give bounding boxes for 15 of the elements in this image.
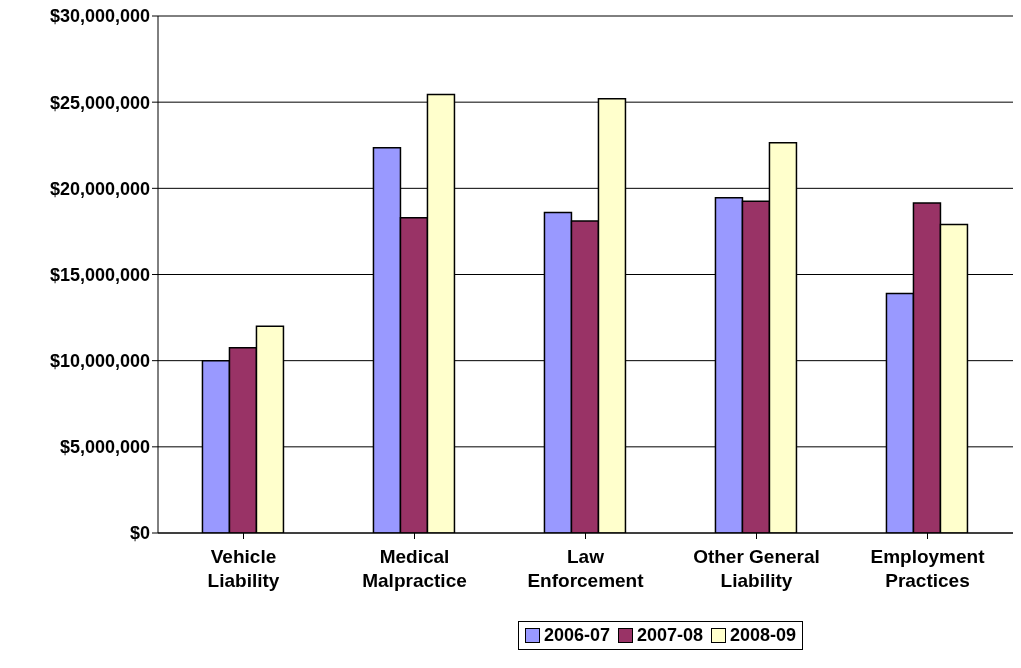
x-tick-label: Medical Malpractice — [362, 546, 467, 591]
y-tick-label: $5,000,000 — [59, 437, 150, 458]
legend-label: 2007-08 — [635, 625, 704, 646]
x-tick-label: Other General Liability — [693, 546, 820, 591]
y-tick-label: $0 — [129, 523, 150, 544]
legend-label: 2006-07 — [542, 625, 610, 646]
x-tick-label: Employment Practices — [870, 546, 986, 591]
y-tick-label: $15,000,000 — [49, 264, 150, 285]
x-tick-label: Vehicle Liability — [207, 546, 280, 591]
y-tick-label: $10,000,000 — [49, 351, 150, 372]
x-tick-label: Law Enforcement — [527, 546, 645, 591]
y-tick-label: $25,000,000 — [49, 92, 150, 113]
y-tick-label: $30,000,000 — [49, 6, 150, 27]
y-tick-label: $20,000,000 — [49, 178, 150, 199]
legend-label: 2008-09 — [729, 625, 797, 646]
